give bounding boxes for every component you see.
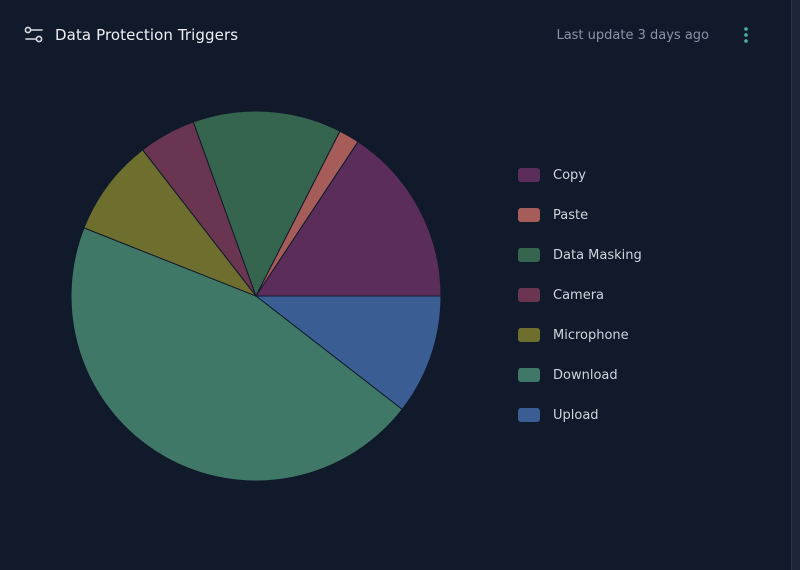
legend-label: Camera xyxy=(553,287,605,303)
legend-label: Microphone xyxy=(553,327,629,343)
pie-slice-upload[interactable] xyxy=(254,295,442,411)
legend-label: Data Masking xyxy=(553,247,642,263)
panel-edge xyxy=(791,0,800,570)
legend-item-download[interactable]: Download xyxy=(518,364,642,386)
legend-item-paste[interactable]: Paste xyxy=(518,204,642,226)
more-vertical-icon xyxy=(744,27,748,43)
last-update-text: Last update 3 days ago xyxy=(556,27,709,43)
pie-slice-microphone[interactable] xyxy=(83,149,258,298)
chart-legend: Copy Paste Data Masking Camera Microphone Dow… xyxy=(518,164,642,444)
legend-label: Paste xyxy=(553,207,589,223)
card-title: Data Protection Triggers xyxy=(55,26,239,44)
pie-chart-svg xyxy=(70,110,442,482)
pie-slice-copy[interactable] xyxy=(255,141,442,297)
legend-item-copy[interactable]: Copy xyxy=(518,164,642,186)
legend-swatch xyxy=(518,208,540,222)
legend-swatch xyxy=(518,408,540,422)
pie-chart xyxy=(60,100,460,500)
sliders-icon xyxy=(24,25,44,45)
legend-label: Download xyxy=(553,367,618,383)
legend-item-camera[interactable]: Camera xyxy=(518,284,642,306)
legend-item-data-masking[interactable]: Data Masking xyxy=(518,244,642,266)
legend-swatch xyxy=(518,288,540,302)
legend-swatch xyxy=(518,168,540,182)
legend-swatch xyxy=(518,248,540,262)
legend-label: Upload xyxy=(553,407,599,423)
legend-item-microphone[interactable]: Microphone xyxy=(518,324,642,346)
pie-slice-data-masking[interactable] xyxy=(192,110,341,298)
more-options-button[interactable] xyxy=(736,22,756,48)
legend-swatch xyxy=(518,368,540,382)
legend-swatch xyxy=(518,328,540,342)
legend-label: Copy xyxy=(553,167,586,183)
pie-slice-download[interactable] xyxy=(70,227,403,482)
card-header: Data Protection Triggers Last update 3 d… xyxy=(24,20,756,50)
legend-item-upload[interactable]: Upload xyxy=(518,404,642,426)
